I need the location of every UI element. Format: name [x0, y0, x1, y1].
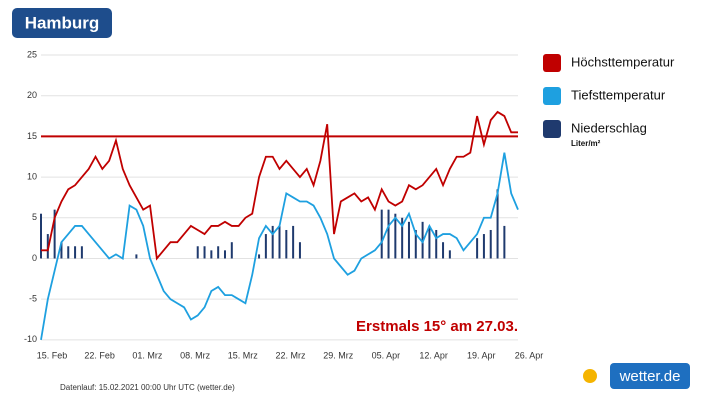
x-tick-label: 29. Mrz [323, 350, 354, 360]
precip-bar [196, 246, 199, 259]
precip-bar [482, 234, 485, 259]
legend-swatch [543, 87, 561, 105]
x-tick-label: 22. Feb [84, 350, 115, 360]
precip-bar [503, 225, 506, 259]
x-tick-label: 05. Apr [372, 350, 401, 360]
precip-bar [476, 238, 479, 259]
precip-bar [135, 254, 138, 259]
precip-bar [285, 229, 288, 259]
legend-swatch [543, 54, 561, 72]
precip-bar [401, 217, 404, 259]
legend-unit: Liter/m² [571, 139, 601, 148]
logo-box [610, 363, 690, 389]
x-tick-label: 26. Apr [515, 350, 544, 360]
y-tick-label: -5 [29, 294, 37, 304]
precip-bar [448, 250, 451, 259]
annotation: Erstmals 15° am 27.03. [356, 318, 518, 335]
precip-bar [394, 213, 397, 259]
precip-bar [292, 225, 295, 259]
precip-bar [414, 229, 417, 259]
precip-bar [223, 250, 226, 259]
precip-bar [496, 189, 499, 259]
precip-bar [387, 209, 390, 259]
line [40, 152, 519, 341]
precip-bar [278, 225, 281, 259]
legend-swatch [543, 120, 561, 138]
precip-bar [230, 242, 233, 259]
precip-bar [435, 229, 438, 259]
precip-bar [271, 225, 274, 259]
chart-title: Hamburg [25, 13, 100, 32]
precip-bar [203, 246, 206, 259]
precip-bar [489, 229, 492, 259]
precip-bar [380, 209, 383, 259]
precip-bar [442, 242, 445, 259]
logo: wetter.de [583, 363, 690, 389]
y-tick-label: 15 [27, 131, 37, 141]
precip-bar [60, 242, 63, 259]
x-tick-label: 15. Mrz [228, 350, 259, 360]
x-tick-label: 12. Apr [419, 350, 448, 360]
legend-label: Höchsttemperatur [571, 54, 675, 69]
precip-bar [40, 213, 42, 259]
precip-bar [217, 246, 220, 259]
precip-bar [210, 250, 213, 259]
legend-label: Tiefsttemperatur [571, 87, 666, 102]
logo-text: wetter.de [619, 368, 681, 385]
legend-label: Niederschlag [571, 120, 647, 135]
x-tick-label: 08. Mrz [180, 350, 211, 360]
footer: Datenlauf: 15.02.2021 00:00 Uhr UTC (wet… [60, 383, 235, 392]
logo-sun [583, 369, 597, 383]
precip-bar [298, 242, 301, 259]
precip-bar [53, 209, 56, 259]
precip-bar [67, 246, 70, 259]
precip-bar [258, 254, 261, 259]
y-tick-label: 0 [32, 253, 37, 263]
x-tick-label: 22. Mrz [275, 350, 306, 360]
y-tick-label: 10 [27, 171, 37, 181]
precip-bar [80, 246, 83, 259]
x-tick-label: 19. Apr [467, 350, 496, 360]
precip-bar [428, 225, 431, 259]
precip-bar [407, 221, 410, 259]
x-tick-label: 15. Feb [37, 350, 68, 360]
y-tick-label: 20 [27, 90, 37, 100]
y-tick-label: 25 [27, 49, 37, 59]
y-tick-label: -10 [24, 334, 37, 344]
title-box [12, 8, 112, 38]
precip-bar [264, 234, 267, 259]
y-tick-label: 5 [32, 212, 37, 222]
precip-bar [74, 246, 77, 259]
x-tick-label: 01. Mrz [132, 350, 163, 360]
line [41, 110, 518, 261]
